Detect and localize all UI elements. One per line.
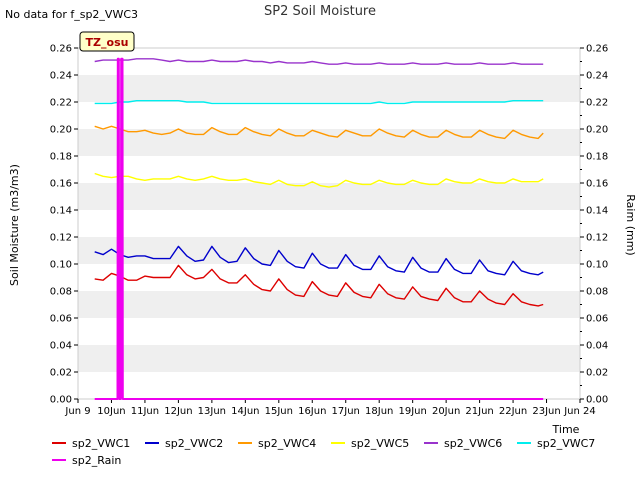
x-tick-label: 22Jun — [499, 406, 527, 417]
y-tick-label: 0.02 — [50, 368, 72, 379]
y-tick-label: 0.08 — [50, 287, 72, 298]
y-axis-left: 0.00 0.02 0.04 0.06 0.08 0.10 0.12 0.14 0.16 0.18… — [50, 44, 78, 406]
legend-label: sp2_VWC4 — [258, 437, 316, 450]
y-axis-label: Soil Moisture (m3/m3) — [8, 164, 21, 286]
x-tick-label: 18Jun — [365, 406, 393, 417]
y2-tick-label: 0.04 — [586, 341, 608, 352]
legend-label: sp2_VWC6 — [444, 437, 502, 450]
grid-band — [78, 345, 580, 372]
y-tick-label: 0.10 — [50, 260, 72, 271]
y2-tick-label: 0.12 — [586, 233, 608, 244]
y2-tick-label: 0.10 — [586, 260, 608, 271]
y-tick-label: 0.04 — [50, 341, 72, 352]
y2-tick-label: 0.14 — [586, 206, 608, 217]
y2-axis-label: Raim (mm) — [624, 194, 637, 255]
series-line-sp2_VWC6 — [94, 58, 544, 65]
y-tick-label: 0.20 — [50, 125, 72, 136]
x-tick-label: 11Jun — [131, 406, 159, 417]
badge-label: TZ_osu — [86, 36, 129, 49]
x-tick-label: 17Jun — [332, 406, 360, 417]
y2-tick-label: 0.02 — [586, 368, 608, 379]
y-tick-label: 0.16 — [50, 179, 72, 190]
badge-box — [79, 31, 135, 52]
legend-label: sp2_Rain — [72, 454, 121, 467]
y2-tick-label: 0.24 — [586, 71, 608, 82]
x-tick-label: 20Jun — [432, 406, 460, 417]
y2-tick-label: 0.00 — [586, 395, 608, 406]
series-line-sp2_VWC5 — [94, 172, 544, 188]
legend: sp2_VWC1 sp2_VWC2 sp2_VWC4 sp2_VWC5 sp2_VWC6… — [52, 437, 595, 467]
legend-label: sp2_VWC7 — [537, 437, 595, 450]
y-tick-label: 0.12 — [50, 233, 72, 244]
series-line-sp2_VWC1 — [94, 264, 544, 307]
x-tick-label: 15Jun — [265, 406, 293, 417]
series-line-sp2_VWC7 — [94, 99, 544, 105]
x-tick-label: 16Jun — [298, 406, 326, 417]
grid-band — [78, 237, 580, 264]
x-tick-label: Jun 24 — [563, 406, 596, 417]
series-lines — [94, 57, 544, 400]
grid-band — [78, 129, 580, 156]
x-axis: Jun 9 10Jun 11Jun 12Jun 13Jun 14Jun 15Jun 16Jun… — [64, 399, 596, 417]
y2-tick-label: 0.22 — [586, 98, 608, 109]
y-tick-label: 0.24 — [50, 71, 72, 82]
grid-band — [78, 75, 580, 102]
y-tick-label: 0.22 — [50, 98, 72, 109]
y2-tick-label: 0.18 — [586, 152, 608, 163]
grid-bands — [78, 75, 580, 372]
y-tick-label: 0.06 — [50, 314, 72, 325]
no-data-note: No data for f_sp2_VWC3 — [5, 8, 138, 21]
x-tick-label: 21Jun — [465, 406, 493, 417]
x-tick-label: 19Jun — [398, 406, 426, 417]
y-tick-label: 0.00 — [50, 395, 72, 406]
x-tick-label: Jun 9 — [64, 406, 90, 417]
badge: TZ_osu — [79, 31, 135, 52]
x-tick-label: 23Jun — [532, 406, 560, 417]
legend-label: sp2_VWC1 — [72, 437, 130, 450]
y-axis-right: 0.00 0.02 0.04 0.06 0.08 0.10 0.12 0.14 0.16 0.18… — [580, 44, 608, 406]
x-tick-label: 12Jun — [164, 406, 192, 417]
y2-tick-label: 0.06 — [586, 314, 608, 325]
legend-label: sp2_VWC2 — [165, 437, 223, 450]
y2-tick-label: 0.16 — [586, 179, 608, 190]
x-tick-label: 10Jun — [97, 406, 125, 417]
series-line-sp2_VWC2 — [94, 245, 544, 276]
series-line-sp2_VWC4 — [94, 125, 544, 140]
y2-tick-label: 0.08 — [586, 287, 608, 298]
y2-tick-label: 0.20 — [586, 125, 608, 136]
legend-label: sp2_VWC5 — [351, 437, 409, 450]
y2-tick-label: 0.26 — [586, 44, 608, 55]
y-tick-label: 0.26 — [50, 44, 72, 55]
chart-title: SP2 Soil Moisture — [264, 4, 376, 19]
x-tick-label: 14Jun — [231, 406, 259, 417]
x-tick-label: 13Jun — [198, 406, 226, 417]
x-axis-label: Time — [552, 423, 580, 436]
y-tick-label: 0.18 — [50, 152, 72, 163]
series-line-sp2_Rain — [94, 57, 544, 400]
y-tick-label: 0.14 — [50, 206, 72, 217]
